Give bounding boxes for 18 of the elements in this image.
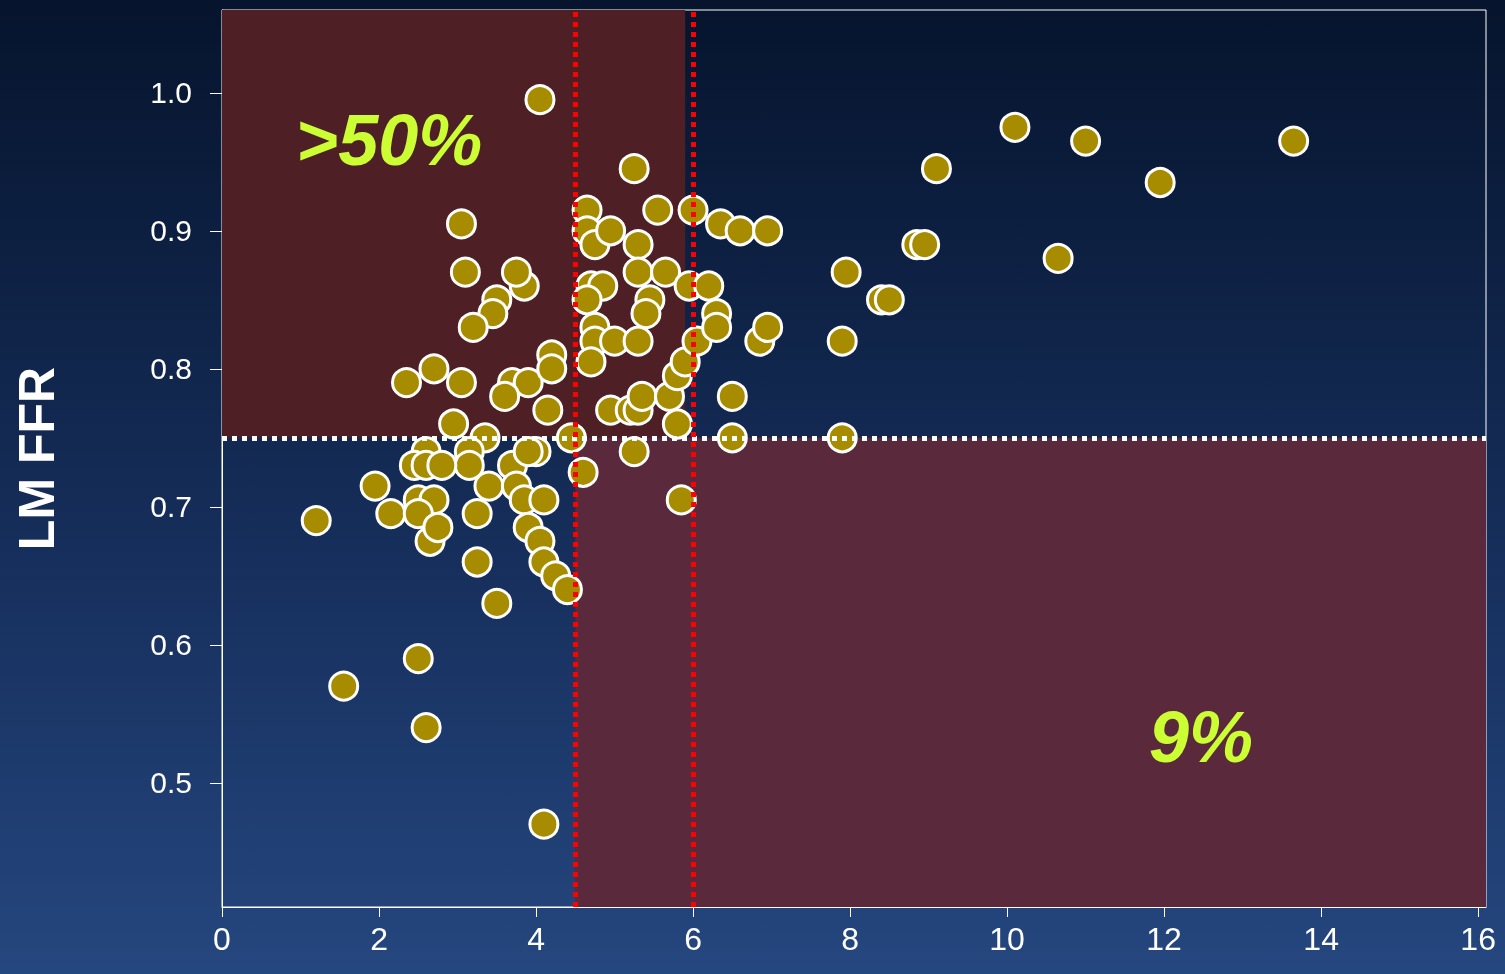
- band-label: 9%: [1149, 696, 1254, 777]
- y-tick-label: 0.6: [150, 628, 192, 662]
- y-tick-label: 0.9: [150, 214, 192, 248]
- x-tick-label: 0: [213, 921, 231, 957]
- y-tick-label: 0.8: [150, 352, 192, 386]
- x-tick-label: 6: [684, 921, 702, 957]
- x-tick-label: 8: [841, 921, 859, 957]
- y-tick-label: 1.0: [150, 76, 192, 110]
- y-tick-label: 0.5: [150, 766, 192, 800]
- y-axis-title: LM FFR: [9, 366, 65, 551]
- x-tick-label: 16: [1460, 921, 1496, 957]
- x-tick-label: 4: [527, 921, 545, 957]
- band-label: >50%: [296, 100, 483, 181]
- x-tick-label: 2: [370, 921, 388, 957]
- x-tick-label: 14: [1303, 921, 1339, 957]
- x-tick-label: 10: [989, 921, 1025, 957]
- x-tick-label: 12: [1146, 921, 1182, 957]
- y-tick-label: 0.7: [150, 490, 192, 524]
